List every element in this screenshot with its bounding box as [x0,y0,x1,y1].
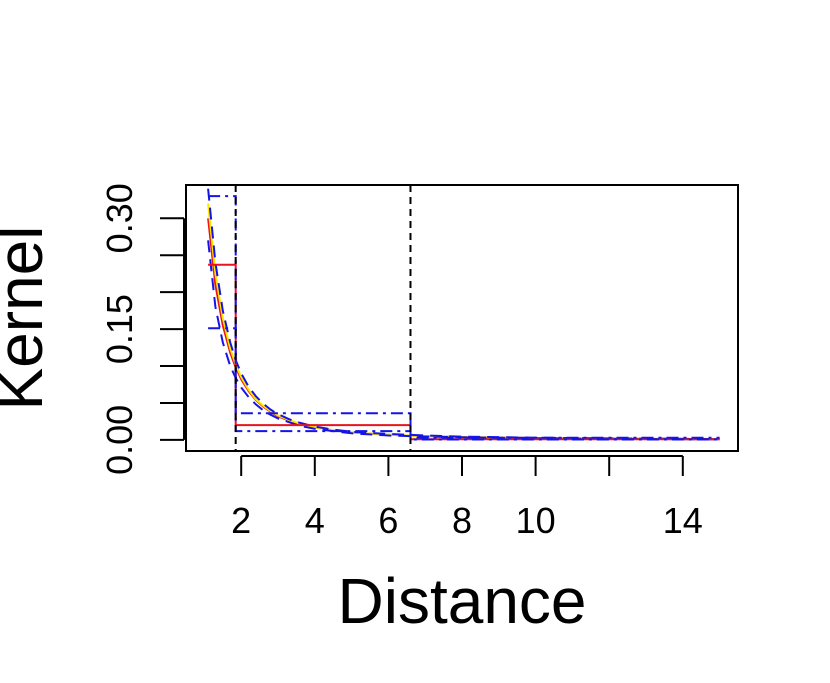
series-line-6-blue-dashdot [208,195,720,439]
x-tick-label: 8 [452,500,472,541]
x-axis-label: Distance [338,565,587,637]
y-tick-label: 0.15 [99,294,140,364]
series-line-2-yellow-solid [207,203,720,441]
series-line-5-red-step [208,263,720,441]
y-tick-label: 0.30 [99,183,140,253]
series-line-4-blue-dashed [207,240,720,441]
x-axis: 2 4 6 8 10 14 [231,455,703,541]
plot-frame [185,184,739,452]
x-tick-label: 4 [305,500,325,541]
vline-layer [234,185,412,451]
y-tick-label: 0.00 [99,405,140,475]
series-line-1-red-solid [207,218,720,441]
series-line-3-blue-dashed [207,188,720,440]
x-tick-label: 6 [378,500,398,541]
y-axis-label: Kernel [0,226,56,411]
y-axis: 0.00 0.15 0.30 [99,183,185,475]
series-line-7-blue-dashdot [208,327,720,441]
x-tick-label: 2 [231,500,251,541]
x-tick-label: 10 [516,500,556,541]
series-layer [207,188,720,441]
x-tick-label: 14 [663,500,703,541]
